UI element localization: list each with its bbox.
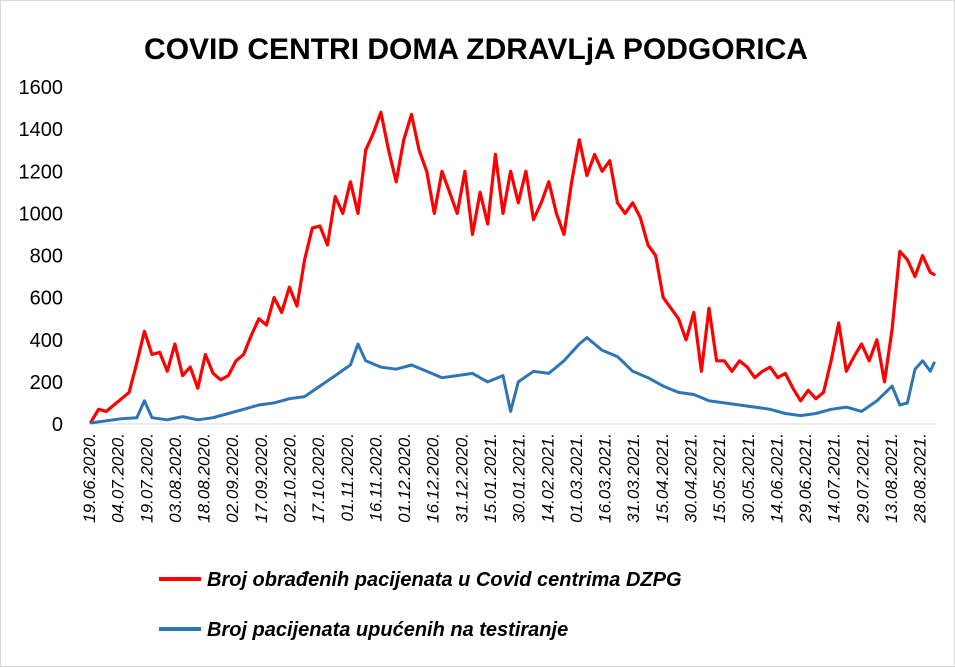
x-tick-label: 15.01.2021. <box>481 433 500 523</box>
y-tick-label: 1400 <box>19 119 64 141</box>
x-tick-label: 16.03.2021. <box>596 433 615 523</box>
y-tick-label: 1000 <box>19 203 64 225</box>
legend-label-2: Broj pacijenata upućenih na testiranje <box>207 619 568 641</box>
y-tick-label: 200 <box>30 372 63 394</box>
series-layer <box>89 110 936 425</box>
y-axis: 0 200 400 600 800 1000 1200 1400 1600 <box>19 77 64 436</box>
x-tick-label: 01.11.2020. <box>338 433 357 522</box>
x-tick-label: 17.10.2020. <box>309 433 328 523</box>
y-tick-label: 1200 <box>19 161 64 183</box>
series-line-1 <box>89 110 936 424</box>
y-tick-label: 0 <box>52 414 63 436</box>
chart-title: COVID CENTRI DOMA ZDRAVLjA PODGORICA <box>144 33 808 66</box>
x-tick-label: 01.12.2020. <box>395 433 414 523</box>
x-tick-label: 04.07.2020. <box>109 433 128 523</box>
y-tick-label: 1600 <box>19 77 64 99</box>
x-tick-label: 16.12.2020. <box>424 433 443 523</box>
x-tick-label: 14.06.2021. <box>767 433 786 523</box>
x-tick-label: 30.04.2021. <box>682 433 701 523</box>
x-tick-label: 01.03.2021. <box>567 433 586 523</box>
x-tick-label: 30.01.2021. <box>510 433 529 523</box>
x-tick-label: 19.06.2020. <box>80 433 99 523</box>
x-tick-label: 19.07.2020. <box>137 433 156 523</box>
x-tick-label: 13.08.2021. <box>882 433 901 523</box>
x-tick-label: 02.09.2020. <box>223 433 242 523</box>
x-tick-label: 28.08.2021. <box>911 433 930 524</box>
x-tick-label: 15.05.2021. <box>710 433 729 523</box>
x-tick-label: 17.09.2020. <box>252 433 271 523</box>
x-tick-label: 14.02.2021. <box>538 433 557 523</box>
x-tick-label: 29.07.2021. <box>853 433 872 524</box>
x-tick-label: 29.06.2021. <box>796 433 815 524</box>
x-tick-label: 02.10.2020. <box>281 433 300 523</box>
x-tick-label: 03.08.2020. <box>166 433 185 523</box>
x-tick-label: 31.03.2021. <box>624 433 643 523</box>
y-tick-label: 400 <box>30 330 63 352</box>
legend-label-1: Broj obrađenih pacijenata u Covid centri… <box>207 569 682 591</box>
x-tick-label: 14.07.2021. <box>825 433 844 523</box>
x-axis: 19.06.2020. 04.07.2020. 19.07.2020. 03.08.2… <box>80 423 936 524</box>
legend: Broj obrađenih pacijenata u Covid centri… <box>159 569 682 641</box>
x-tick-label: 15.04.2021. <box>653 433 672 523</box>
y-tick-label: 800 <box>30 246 63 268</box>
x-tick-label: 18.08.2020. <box>195 433 214 523</box>
series-line-2 <box>89 336 936 425</box>
x-tick-label: 31.12.2020. <box>452 433 471 523</box>
y-tick-label: 600 <box>30 288 63 310</box>
x-tick-label: 16.11.2020. <box>366 433 385 522</box>
x-tick-label: 30.05.2021. <box>739 433 758 523</box>
